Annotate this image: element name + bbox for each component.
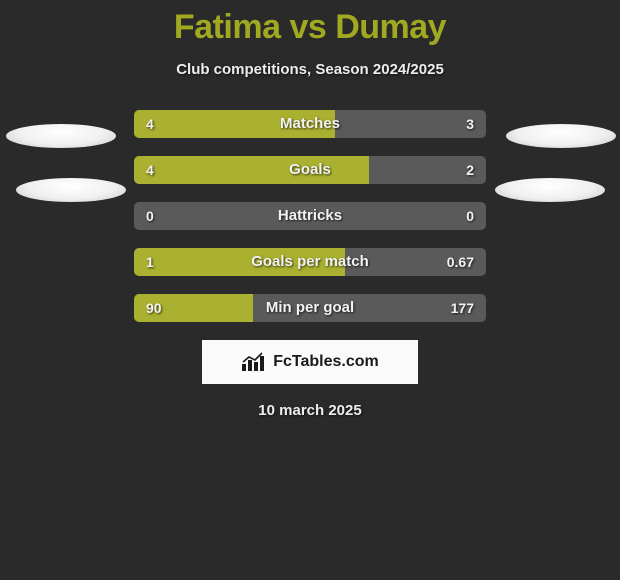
avatar-placeholder (495, 178, 605, 202)
bar-left (134, 248, 345, 276)
stat-row: 0Hattricks0 (134, 202, 486, 230)
bar-left (134, 294, 253, 322)
avatar-placeholder (6, 124, 116, 148)
value-left: 0 (146, 202, 154, 230)
value-right: 3 (466, 110, 474, 138)
bar-left (134, 156, 369, 184)
value-right: 177 (451, 294, 474, 322)
bar-left (134, 110, 335, 138)
stat-row: 1Goals per match0.67 (134, 248, 486, 276)
subtitle: Club competitions, Season 2024/2025 (0, 61, 620, 78)
brand-logo: FcTables.com (202, 340, 418, 384)
stat-row: 4Goals2 (134, 156, 486, 184)
stat-row: 4Matches3 (134, 110, 486, 138)
stat-row: 90Min per goal177 (134, 294, 486, 322)
row-label: Hattricks (134, 202, 486, 230)
footer-date: 10 march 2025 (0, 402, 620, 419)
page-title: Fatima vs Dumay (0, 0, 620, 47)
value-right: 2 (466, 156, 474, 184)
avatar-placeholder (506, 124, 616, 148)
value-right: 0.67 (447, 248, 474, 276)
avatar-placeholder (16, 178, 126, 202)
brand-text: FcTables.com (273, 353, 379, 371)
value-right: 0 (466, 202, 474, 230)
bar-chart-icon (241, 352, 267, 372)
